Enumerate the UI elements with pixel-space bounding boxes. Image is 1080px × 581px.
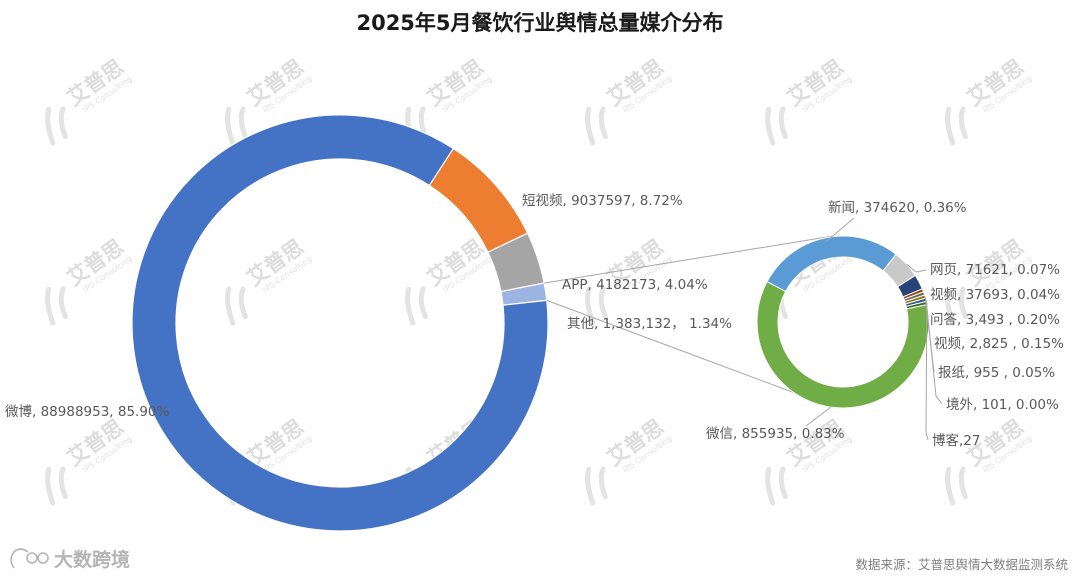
data-label: 问答, 3,493 , 0.20% [930, 311, 1060, 328]
data-label: 视频, 2,825 , 0.15% [934, 336, 1064, 352]
watermark-logo-icon [945, 106, 968, 146]
leader-line [906, 263, 927, 273]
data-label: 网页, 71621, 0.07% [930, 262, 1060, 278]
watermark-logo-icon [945, 286, 968, 326]
logo-icon [10, 548, 49, 569]
breakdown-donut [756, 235, 930, 409]
logo-text: 大数跨境 [54, 548, 130, 571]
watermark-logo-icon [45, 466, 68, 506]
watermark-logo-icon [585, 106, 608, 146]
data-label: 微博, 88988953, 85.90% [5, 403, 170, 420]
leader-line [805, 406, 832, 427]
connector-line-bottom [546, 299, 836, 409]
watermark-logo-icon [45, 286, 68, 326]
watermark-logo-icon [225, 286, 248, 326]
data-label: 报纸, 955 , 0.05% [938, 365, 1055, 381]
leader-line [924, 296, 935, 373]
data-source: 数据来源：艾普思舆情大数据监测系统 [855, 557, 1068, 572]
watermark-logo-icon [405, 286, 428, 326]
data-label: 视频, 37693, 0.04% [930, 287, 1060, 303]
data-label: 境外, 101, 0.00% [946, 397, 1059, 413]
watermark-logo-icon [45, 106, 68, 146]
watermark-logo-icon [225, 106, 248, 146]
connector-lines [544, 235, 836, 409]
watermark-logo-icon [945, 466, 968, 506]
data-labels: 短视频, 9037597, 8.72% APP, 4182173, 4.04% 其他… [5, 193, 1064, 449]
data-label: APP, 4182173, 4.04% [562, 277, 708, 293]
data-label: 其他, 1,383,132， 1.34% [567, 316, 732, 332]
connector-line-top [544, 235, 834, 284]
watermark-logo-icon [585, 286, 608, 326]
chart-title: 2025年5月餐饮行业舆情总量媒介分布 [356, 11, 723, 35]
watermark-logo-icon [765, 466, 788, 506]
watermark-logo-icon [585, 466, 608, 506]
leader-line [825, 217, 855, 243]
main-slice [428, 147, 529, 253]
data-label: 博客,27 [932, 432, 980, 449]
main-donut [131, 114, 549, 532]
leader-line [925, 302, 929, 441]
footer-logo: 大数跨境 [10, 548, 130, 571]
data-label: 短视频, 9037597, 8.72% [522, 193, 683, 209]
leader-lines [805, 217, 943, 441]
main-slice [131, 114, 549, 532]
breakdown-slice [756, 280, 930, 409]
data-label: 新闻, 374620, 0.36% [828, 200, 967, 216]
watermark-logo-icon [765, 106, 788, 146]
data-label: 微信, 855935, 0.83% [706, 426, 845, 442]
